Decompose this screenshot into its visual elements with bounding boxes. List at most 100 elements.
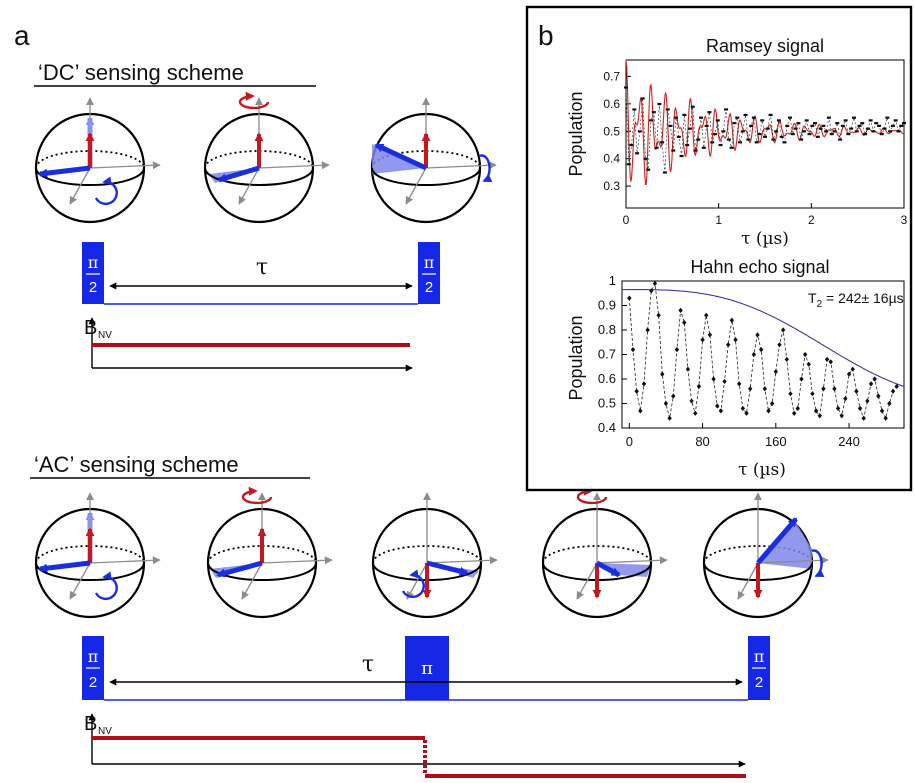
data-point xyxy=(665,108,670,111)
state-vector-arrow xyxy=(38,165,91,178)
x-tick-label: 240 xyxy=(838,434,860,449)
data-point xyxy=(818,127,823,130)
data-point xyxy=(718,143,723,147)
x-axis xyxy=(238,167,260,205)
data-point xyxy=(624,86,628,89)
data-point xyxy=(757,133,762,136)
data-point xyxy=(755,332,760,338)
data-point xyxy=(762,386,768,392)
ac-pi-pulse-label: π xyxy=(421,658,433,679)
y-axis xyxy=(261,556,333,565)
data-point xyxy=(693,410,698,416)
y-tick-label: 0.6 xyxy=(598,371,616,386)
data-point xyxy=(887,400,892,407)
data-point xyxy=(687,127,692,130)
x-tick-label: 160 xyxy=(765,434,787,449)
data-point xyxy=(868,119,873,122)
y-tick-label: 0.3 xyxy=(603,179,620,193)
data-point xyxy=(850,366,855,372)
data-point xyxy=(671,149,676,152)
data-point xyxy=(784,356,790,362)
data-point xyxy=(872,376,877,382)
data-point xyxy=(758,347,764,353)
data-point xyxy=(857,405,863,411)
data-point xyxy=(865,398,870,404)
x-axis xyxy=(405,167,427,205)
data-point xyxy=(693,149,698,152)
data-point xyxy=(879,133,884,136)
data-point xyxy=(821,386,826,392)
dc-field-plot: B NV xyxy=(84,317,413,372)
data-point xyxy=(726,138,731,141)
data-point xyxy=(637,130,642,133)
data-point xyxy=(689,398,694,404)
data-point xyxy=(807,133,812,136)
data-point xyxy=(843,396,848,402)
data-point xyxy=(776,119,781,122)
equator-front xyxy=(371,167,481,186)
ramsey-title: Ramsey signal xyxy=(706,36,824,56)
data-point xyxy=(732,122,737,125)
data-point xyxy=(829,133,834,136)
precession-rotation-icon xyxy=(238,91,270,110)
data-point xyxy=(746,138,751,141)
hahn-title: Hahn echo signal xyxy=(690,257,829,277)
pulse-rotation-icon xyxy=(401,569,425,598)
data-point xyxy=(835,122,840,125)
x-tick-label: 0 xyxy=(623,213,630,227)
data-point xyxy=(777,342,782,348)
data-point xyxy=(902,122,906,125)
state-vector-arrow xyxy=(756,517,798,565)
data-point xyxy=(793,127,798,130)
x-axis xyxy=(576,562,598,600)
data-point xyxy=(715,119,720,122)
data-point xyxy=(718,408,724,414)
data-point xyxy=(630,347,636,353)
y-tick-label: 0.6 xyxy=(603,97,620,111)
ac-pulse-sequence: π 2 π π 2 τ xyxy=(82,636,770,701)
y-axis xyxy=(258,161,330,170)
fit-curve xyxy=(622,289,905,388)
bloch-sphere-ac-1 xyxy=(34,492,161,619)
data-point xyxy=(799,138,804,141)
data-point xyxy=(865,127,870,130)
data-point xyxy=(871,130,876,133)
data-point xyxy=(643,157,648,160)
data-point xyxy=(649,288,654,294)
bloch-sphere-ac-2 xyxy=(206,486,333,619)
x-tick-label: 80 xyxy=(695,434,709,449)
ac-pi-pulse xyxy=(405,636,449,700)
data-point xyxy=(663,400,669,407)
data-point xyxy=(682,320,687,326)
data-point xyxy=(801,130,806,133)
y-tick-label: 0.5 xyxy=(603,124,620,138)
dc-pi-half-pulse-1 xyxy=(82,242,104,304)
data-point xyxy=(806,361,811,367)
data-point xyxy=(733,337,738,343)
dc-scheme-title: ‘DC’ sensing scheme xyxy=(38,60,244,85)
data-point xyxy=(879,408,885,414)
data-point xyxy=(876,124,881,127)
data-point xyxy=(785,124,790,127)
dc-pulse-1-numerator: π xyxy=(88,253,99,272)
pulse-rotation-icon xyxy=(479,154,493,183)
y-axis xyxy=(425,161,497,170)
data-point xyxy=(740,130,745,133)
ramsey-x-label: τ (µs) xyxy=(741,229,789,249)
data-point xyxy=(790,133,795,136)
data-point xyxy=(626,163,631,166)
data-point xyxy=(657,102,662,106)
dc-pulse-sequence: π 2 π 2 τ xyxy=(82,242,440,305)
dc-pulse-2-numerator: π xyxy=(424,253,435,272)
y-tick-label: 1 xyxy=(609,273,616,288)
data-point xyxy=(782,141,787,144)
panel-b-label: b xyxy=(538,20,554,51)
data-point xyxy=(791,410,797,416)
data-point xyxy=(839,413,844,419)
data-point xyxy=(722,378,727,385)
data-line xyxy=(628,282,898,420)
data-point xyxy=(896,130,901,133)
data-point xyxy=(736,381,742,387)
data-point xyxy=(860,122,865,125)
